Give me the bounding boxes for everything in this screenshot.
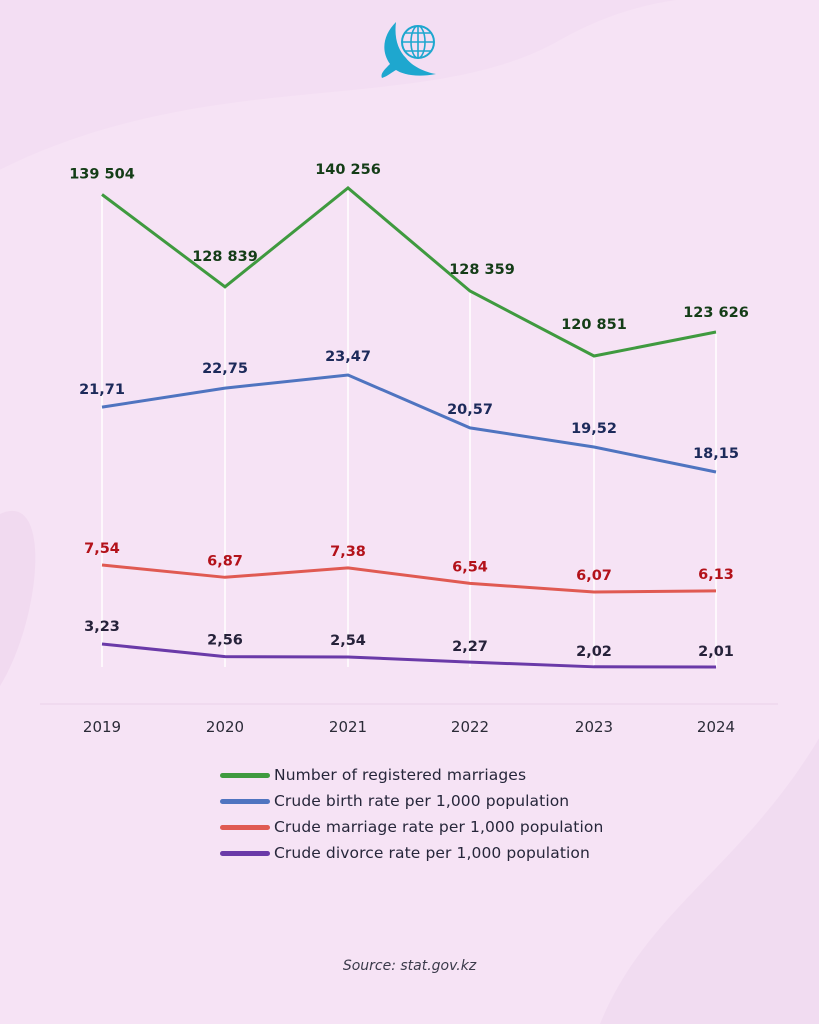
data-label-marriage-rate-2021: 7,38 — [330, 544, 366, 560]
legend-swatch-blue — [220, 798, 270, 804]
data-label-birth-rate-2020: 22,75 — [202, 361, 248, 377]
legend-item-marriage-rate: Crude marriage rate per 1,000 population — [220, 814, 603, 840]
data-label-marriage-rate-2022: 6,54 — [452, 559, 488, 575]
legend-label: Crude birth rate per 1,000 population — [274, 792, 570, 810]
legend-swatch-red — [220, 824, 270, 830]
eagle-globe-icon — [381, 22, 436, 78]
series-line-birth-rate — [101, 373, 717, 474]
data-label-birth-rate-2024: 18,15 — [693, 446, 739, 462]
data-label-divorce-rate-2019: 3,23 — [84, 619, 120, 635]
data-label-marriages-2022: 128 359 — [449, 262, 515, 278]
legend-label: Crude marriage rate per 1,000 population — [274, 818, 604, 836]
data-label-marriages-2019: 139 504 — [69, 167, 135, 183]
legend-label: Number of registered marriages — [274, 766, 527, 784]
data-label-divorce-rate-2021: 2,54 — [330, 633, 366, 649]
series-line-marriage-rate — [101, 563, 717, 594]
data-label-birth-rate-2022: 20,57 — [447, 402, 493, 418]
source-note: Source: stat.gov.kz — [342, 958, 477, 974]
x-tick-2020: 2020 — [206, 718, 244, 736]
legend-item-divorce-rate: Crude divorce rate per 1,000 population — [220, 840, 603, 866]
x-tick-2019: 2019 — [83, 718, 121, 736]
data-label-marriage-rate-2023: 6,07 — [576, 568, 612, 584]
data-label-divorce-rate-2024: 2,01 — [698, 644, 734, 660]
data-label-marriage-rate-2024: 6,13 — [698, 567, 734, 583]
data-label-marriages-2020: 128 839 — [192, 249, 258, 265]
data-label-birth-rate-2019: 21,71 — [79, 382, 125, 398]
legend-swatch-green — [220, 772, 270, 778]
legend-item-birth-rate: Crude birth rate per 1,000 population — [220, 788, 603, 814]
data-label-birth-rate-2021: 23,47 — [325, 349, 371, 365]
chart-legend: Number of registered marriages Crude bir… — [220, 762, 603, 866]
x-tick-2024: 2024 — [697, 718, 735, 736]
series-line-divorce-rate — [101, 642, 717, 669]
data-label-marriages-2024: 123 626 — [683, 305, 749, 321]
series-line-marriages — [101, 186, 717, 358]
data-label-marriages-2021: 140 256 — [315, 162, 381, 178]
legend-swatch-purple — [220, 850, 270, 856]
data-label-divorce-rate-2020: 2,56 — [207, 633, 243, 649]
data-label-marriages-2023: 120 851 — [561, 317, 627, 333]
x-tick-2023: 2023 — [575, 718, 613, 736]
x-tick-2021: 2021 — [329, 718, 367, 736]
x-tick-2022: 2022 — [451, 718, 489, 736]
data-label-marriage-rate-2020: 6,87 — [207, 553, 243, 569]
data-label-marriage-rate-2019: 7,54 — [84, 541, 120, 557]
legend-item-marriages: Number of registered marriages — [220, 762, 603, 788]
data-label-birth-rate-2023: 19,52 — [571, 421, 617, 437]
data-label-divorce-rate-2022: 2,27 — [452, 639, 488, 655]
legend-label: Crude divorce rate per 1,000 population — [274, 844, 590, 862]
data-label-divorce-rate-2023: 2,02 — [576, 644, 612, 660]
